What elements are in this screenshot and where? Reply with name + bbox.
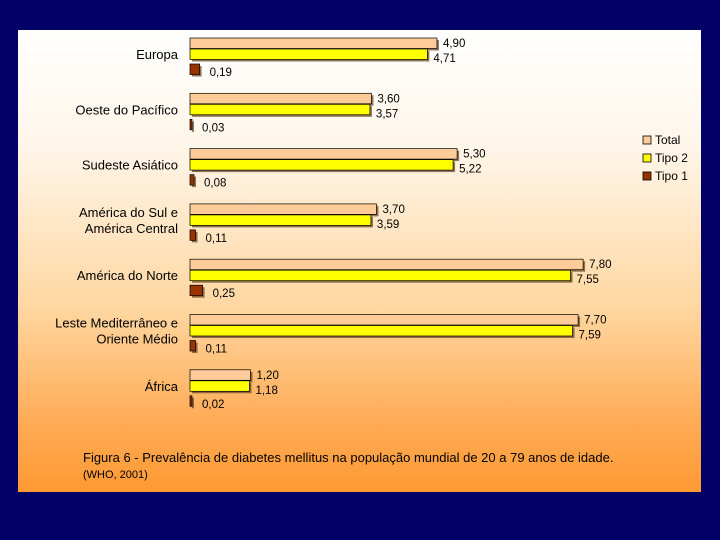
bar-tipo-2 [189,325,573,337]
category-label: Oriente Médio [96,332,178,347]
bar-tipo-2 [189,380,250,392]
legend-swatch [642,171,652,181]
figure-caption: Figura 6 - Prevalência de diabetes melli… [83,450,643,483]
bar-tipo-1 [189,229,196,241]
bar-shadow [192,397,194,409]
value-label-total: 7,70 [584,315,606,327]
legend-swatch [642,135,652,145]
caption-source: (WHO, 2001) [83,469,148,481]
bar-total [189,258,584,271]
value-label-total: 4,90 [443,38,465,50]
bar-tipo-2 [189,103,371,116]
bar-tipo-1 [189,118,193,131]
category-label: América do Sul e [79,205,178,220]
value-label-total: 5,30 [463,149,485,161]
value-label-tipo-2: 3,57 [376,108,398,120]
bar-tipo-1 [189,174,195,186]
category-label: Leste Mediterrâneo e [55,316,178,331]
value-label-tipo-2: 7,55 [577,274,599,286]
category-label: Sudeste Asiático [82,158,178,173]
bar-total [189,203,377,215]
category-label: Oeste do Pacífico [75,102,178,117]
value-label-tipo-1: 0,19 [210,67,232,79]
value-label-tipo-2: 1,18 [255,385,277,397]
bar-total [189,369,251,381]
value-label-total: 3,70 [382,204,404,216]
bar-tipo-1 [189,340,196,352]
bar-tipo-2 [189,159,454,171]
bar-tipo-1 [189,284,203,297]
bar-tipo-1 [189,395,193,407]
legend-swatch [642,153,652,163]
value-label-total: 1,20 [256,370,278,382]
value-label-total: 3,60 [377,93,399,105]
value-label-tipo-2: 7,59 [579,330,601,342]
bar-chart: Europa 4,90 4,71 0,19 Oeste do Pacífico 3,60 3… [55,37,688,411]
value-label-total: 7,80 [589,259,611,271]
category-label: América Central [85,221,178,236]
bar-tipo-2 [189,48,428,60]
bar-shadow [192,121,194,132]
legend-label: Total [655,133,680,147]
bar-total [189,92,372,105]
chart-panel: Europa 4,90 4,71 0,19 Oeste do Pacífico 3,60 3… [18,30,701,492]
bar-total [189,148,458,160]
value-label-tipo-2: 5,22 [459,164,481,176]
value-label-tipo-2: 4,71 [433,53,455,65]
category-label: América do Norte [77,268,178,283]
value-label-tipo-1: 0,11 [206,344,228,356]
value-label-tipo-1: 0,03 [202,122,224,134]
value-label-tipo-1: 0,11 [206,233,228,245]
bar-total [189,314,579,326]
legend-label: Tipo 1 [655,169,688,183]
value-label-tipo-1: 0,02 [202,399,224,411]
category-label: África [145,379,179,394]
bar-tipo-1 [189,63,200,75]
category-label: Europa [136,47,179,62]
bar-tipo-2 [189,214,372,226]
caption-text: Figura 6 - Prevalência de diabetes melli… [83,450,614,465]
value-label-tipo-1: 0,25 [213,288,235,300]
value-label-tipo-2: 3,59 [377,219,399,231]
bar-tipo-2 [189,269,571,282]
legend-label: Tipo 2 [655,151,688,165]
bar-total [189,37,438,49]
value-label-tipo-1: 0,08 [204,178,226,190]
